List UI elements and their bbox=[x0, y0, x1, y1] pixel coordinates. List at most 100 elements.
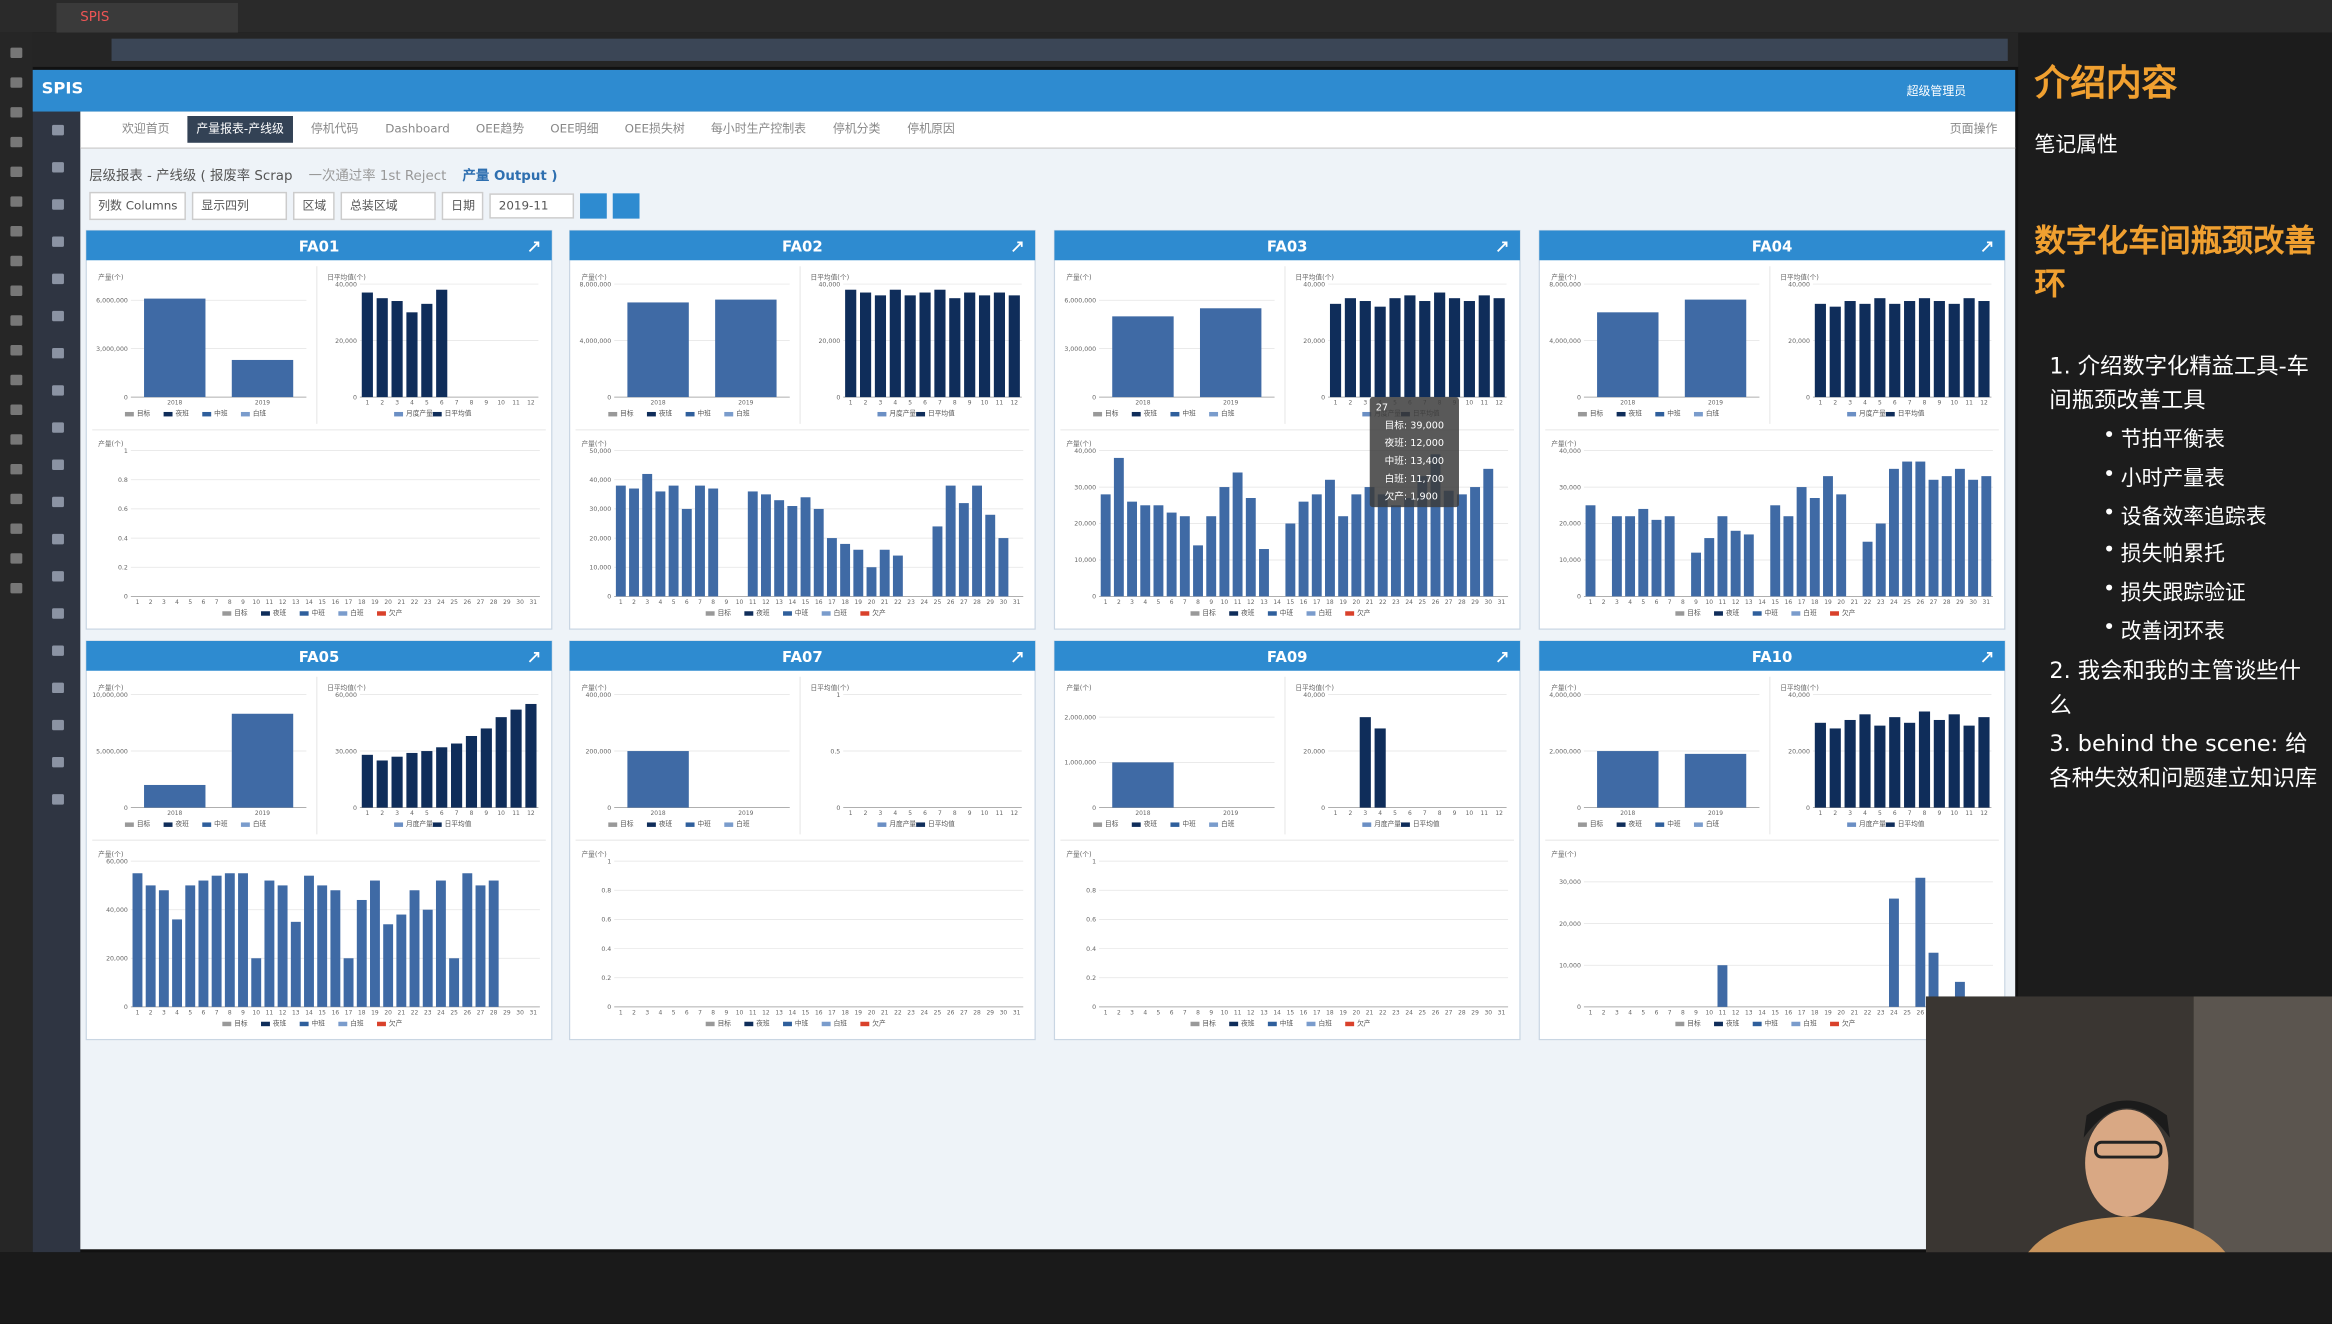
tab[interactable]: Dashboard bbox=[385, 121, 450, 136]
y-tick-label: 0 bbox=[1806, 805, 1810, 812]
x-tick-label: 6 bbox=[685, 599, 689, 606]
x-tick-label: 2018 bbox=[1135, 810, 1150, 817]
x-tick-label: 29 bbox=[1956, 599, 1964, 606]
bar bbox=[475, 885, 486, 1007]
legend-swatch bbox=[1170, 411, 1180, 417]
address-field[interactable] bbox=[111, 38, 2008, 61]
x-tick-label: 2019 bbox=[1708, 400, 1723, 407]
x-tick-label: 21 bbox=[1851, 599, 1859, 606]
y-tick-label: 8,000,000 bbox=[580, 281, 612, 288]
bar bbox=[1434, 292, 1446, 398]
breadcrumb-link[interactable]: 产量 Output ) bbox=[462, 169, 558, 185]
bar bbox=[264, 880, 275, 1007]
legend-swatch bbox=[744, 611, 754, 616]
filter-select[interactable]: 总装区域 bbox=[341, 191, 437, 220]
x-tick-label: 12 bbox=[1732, 1009, 1740, 1016]
bar bbox=[231, 713, 294, 808]
x-tick-label: 7 bbox=[1423, 810, 1427, 817]
user-name[interactable]: 超级管理员 bbox=[1906, 84, 1967, 99]
tab[interactable]: 欢迎首页 bbox=[121, 121, 170, 136]
bar bbox=[436, 289, 448, 398]
bar bbox=[695, 485, 705, 597]
legend-swatch bbox=[1752, 1021, 1762, 1027]
filter-input[interactable]: 2019-11 bbox=[489, 192, 575, 218]
x-tick-label: 7 bbox=[1183, 599, 1187, 606]
axis-unit: 产量(个) bbox=[98, 850, 124, 859]
x-tick-label: 2 bbox=[632, 599, 636, 606]
expand-button[interactable] bbox=[1497, 241, 1508, 252]
note-item: 1. 介绍数字化精益工具-车间瓶颈改善工具 bbox=[2049, 352, 2309, 414]
legend-label: 欠产 bbox=[1357, 608, 1371, 617]
x-tick-label: 29 bbox=[1471, 599, 1479, 606]
y-tick-label: 0.8 bbox=[1086, 887, 1096, 894]
note-subitem: 损失帕累托 bbox=[2103, 539, 2225, 569]
expand-button[interactable] bbox=[1981, 241, 1993, 252]
legend-swatch bbox=[783, 1021, 792, 1027]
x-tick-label: 12 bbox=[1247, 1009, 1255, 1016]
table-button[interactable] bbox=[613, 192, 641, 218]
tab[interactable]: 每小时生产控制表 bbox=[710, 121, 807, 136]
expand-button[interactable] bbox=[1012, 652, 1023, 663]
axis-unit: 产量(个) bbox=[1551, 683, 1577, 692]
x-tick-label: 24 bbox=[920, 1009, 928, 1016]
legend-swatch bbox=[240, 822, 250, 827]
expand-button[interactable] bbox=[528, 652, 540, 663]
legend-swatch bbox=[1190, 611, 1200, 616]
legend-swatch bbox=[240, 411, 250, 417]
tab[interactable]: OEE趋势 bbox=[475, 121, 525, 136]
search-button[interactable] bbox=[580, 192, 608, 218]
legend-swatch bbox=[705, 1021, 715, 1027]
legend-swatch bbox=[821, 1021, 831, 1027]
bar bbox=[1829, 306, 1841, 398]
bar bbox=[1664, 516, 1675, 597]
tab[interactable]: 停机分类 bbox=[832, 121, 881, 136]
bar bbox=[1478, 295, 1490, 398]
legend-label: 目标 bbox=[234, 608, 248, 617]
bar bbox=[343, 958, 354, 1007]
legend-label: 日平均值 bbox=[1898, 409, 1925, 418]
filter-select[interactable]: 显示四列 bbox=[192, 191, 288, 220]
bar bbox=[277, 885, 288, 1007]
os-icon bbox=[10, 345, 23, 356]
x-tick-label: 8 bbox=[1196, 1009, 1200, 1016]
x-tick-label: 25 bbox=[1903, 1009, 1911, 1016]
x-tick-label: 8 bbox=[1923, 400, 1927, 407]
x-tick-label: 22 bbox=[1864, 599, 1872, 606]
legend-swatch bbox=[705, 611, 715, 616]
x-tick-label: 30 bbox=[516, 599, 524, 606]
bar bbox=[1430, 454, 1441, 597]
x-tick-label: 1 bbox=[365, 400, 369, 407]
tab[interactable]: OEE明细 bbox=[550, 121, 599, 136]
tab[interactable]: OEE损失树 bbox=[624, 121, 685, 136]
bar bbox=[998, 538, 1009, 597]
panel-title: FA02 bbox=[782, 237, 823, 255]
legend-label: 中班 bbox=[795, 1018, 809, 1027]
y-tick-label: 30,000 bbox=[335, 748, 357, 755]
x-tick-label: 27 bbox=[1445, 599, 1453, 606]
expand-button[interactable] bbox=[1012, 241, 1023, 252]
tab[interactable]: 停机原因 bbox=[907, 121, 955, 136]
expand-button[interactable] bbox=[1981, 652, 1993, 663]
expand-button[interactable] bbox=[528, 241, 540, 252]
legend-label: 欠产 bbox=[1842, 608, 1856, 617]
sidebar-icon bbox=[52, 645, 64, 656]
webcam bbox=[1925, 996, 2332, 1280]
legend-label: 目标 bbox=[718, 1018, 732, 1027]
tab[interactable]: 产量报表-产线级 bbox=[187, 116, 293, 143]
y-tick-label: 0.4 bbox=[118, 535, 128, 542]
tab[interactable]: 停机代码 bbox=[310, 121, 359, 136]
page-ops[interactable]: 页面操作 bbox=[1949, 121, 1998, 136]
browser-tab[interactable]: SPIS bbox=[56, 2, 238, 33]
bar bbox=[211, 875, 222, 1007]
note-subitem: 设备效率追踪表 bbox=[2103, 501, 2267, 531]
expand-button[interactable] bbox=[1497, 652, 1508, 663]
x-tick-label: 13 bbox=[292, 1009, 300, 1016]
legend-swatch bbox=[1675, 611, 1685, 616]
legend-label: 夜班 bbox=[1726, 608, 1740, 617]
breadcrumb-link[interactable]: 一次通过率 1st Reject bbox=[308, 169, 447, 185]
legend-swatch bbox=[1847, 822, 1857, 827]
y-tick-label: 0 bbox=[607, 1004, 611, 1011]
legend-label: 白班 bbox=[1803, 1018, 1817, 1027]
